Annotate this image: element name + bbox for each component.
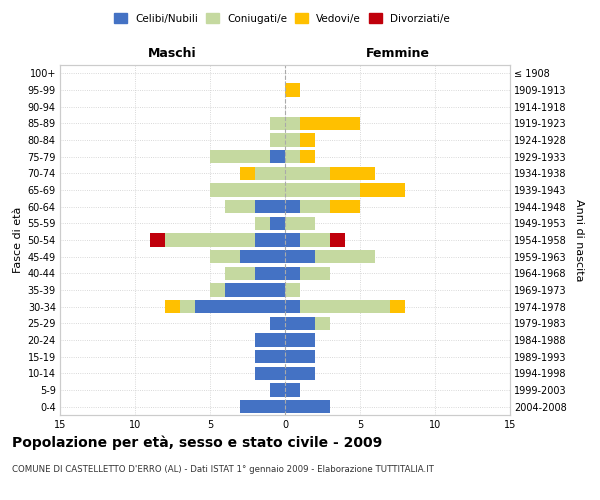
Bar — [300, 134, 315, 146]
Bar — [360, 184, 405, 196]
Bar — [285, 400, 330, 413]
Bar — [285, 334, 315, 346]
Bar — [315, 316, 330, 330]
Bar — [285, 216, 315, 230]
Bar — [270, 216, 285, 230]
Bar — [255, 216, 270, 230]
Bar — [255, 350, 285, 364]
Bar — [240, 166, 255, 180]
Bar — [225, 266, 255, 280]
Bar — [210, 284, 225, 296]
Bar — [285, 166, 330, 180]
Bar — [285, 300, 300, 314]
Bar — [240, 250, 285, 264]
Bar — [195, 300, 285, 314]
Bar — [300, 266, 330, 280]
Bar — [255, 366, 285, 380]
Bar — [300, 150, 315, 164]
Bar — [285, 200, 300, 213]
Text: COMUNE DI CASTELLETTO D'ERRO (AL) - Dati ISTAT 1° gennaio 2009 - Elaborazione TU: COMUNE DI CASTELLETTO D'ERRO (AL) - Dati… — [12, 465, 434, 474]
Y-axis label: Fasce di età: Fasce di età — [13, 207, 23, 273]
Bar — [390, 300, 405, 314]
Bar — [300, 200, 330, 213]
Bar — [255, 166, 285, 180]
Y-axis label: Anni di nascita: Anni di nascita — [574, 198, 584, 281]
Bar — [300, 234, 330, 246]
Bar — [270, 134, 285, 146]
Bar — [225, 200, 255, 213]
Bar — [300, 300, 390, 314]
Bar — [285, 284, 300, 296]
Bar — [210, 150, 270, 164]
Bar — [300, 116, 360, 130]
Bar — [210, 250, 240, 264]
Legend: Celibi/Nubili, Coniugati/e, Vedovi/e, Divorziati/e: Celibi/Nubili, Coniugati/e, Vedovi/e, Di… — [111, 10, 453, 26]
Bar — [225, 284, 285, 296]
Bar — [330, 166, 375, 180]
Bar — [165, 300, 180, 314]
Bar — [285, 316, 315, 330]
Bar — [210, 184, 285, 196]
Bar — [180, 300, 195, 314]
Bar — [285, 150, 300, 164]
Bar — [255, 334, 285, 346]
Bar — [285, 250, 315, 264]
Bar — [240, 400, 285, 413]
Text: Popolazione per età, sesso e stato civile - 2009: Popolazione per età, sesso e stato civil… — [12, 435, 382, 450]
Bar — [270, 316, 285, 330]
Bar — [285, 234, 300, 246]
Bar — [285, 184, 360, 196]
Bar — [285, 366, 315, 380]
Bar — [270, 384, 285, 396]
Text: Femmine: Femmine — [365, 47, 430, 60]
Bar — [150, 234, 165, 246]
Bar — [330, 234, 345, 246]
Bar — [330, 200, 360, 213]
Text: Maschi: Maschi — [148, 47, 197, 60]
Bar — [285, 350, 315, 364]
Bar — [285, 266, 300, 280]
Bar — [255, 234, 285, 246]
Bar — [315, 250, 375, 264]
Bar — [255, 266, 285, 280]
Bar — [285, 116, 300, 130]
Bar — [285, 134, 300, 146]
Bar — [270, 116, 285, 130]
Bar — [270, 150, 285, 164]
Bar — [255, 200, 285, 213]
Bar — [165, 234, 255, 246]
Bar — [285, 384, 300, 396]
Bar — [285, 84, 300, 96]
